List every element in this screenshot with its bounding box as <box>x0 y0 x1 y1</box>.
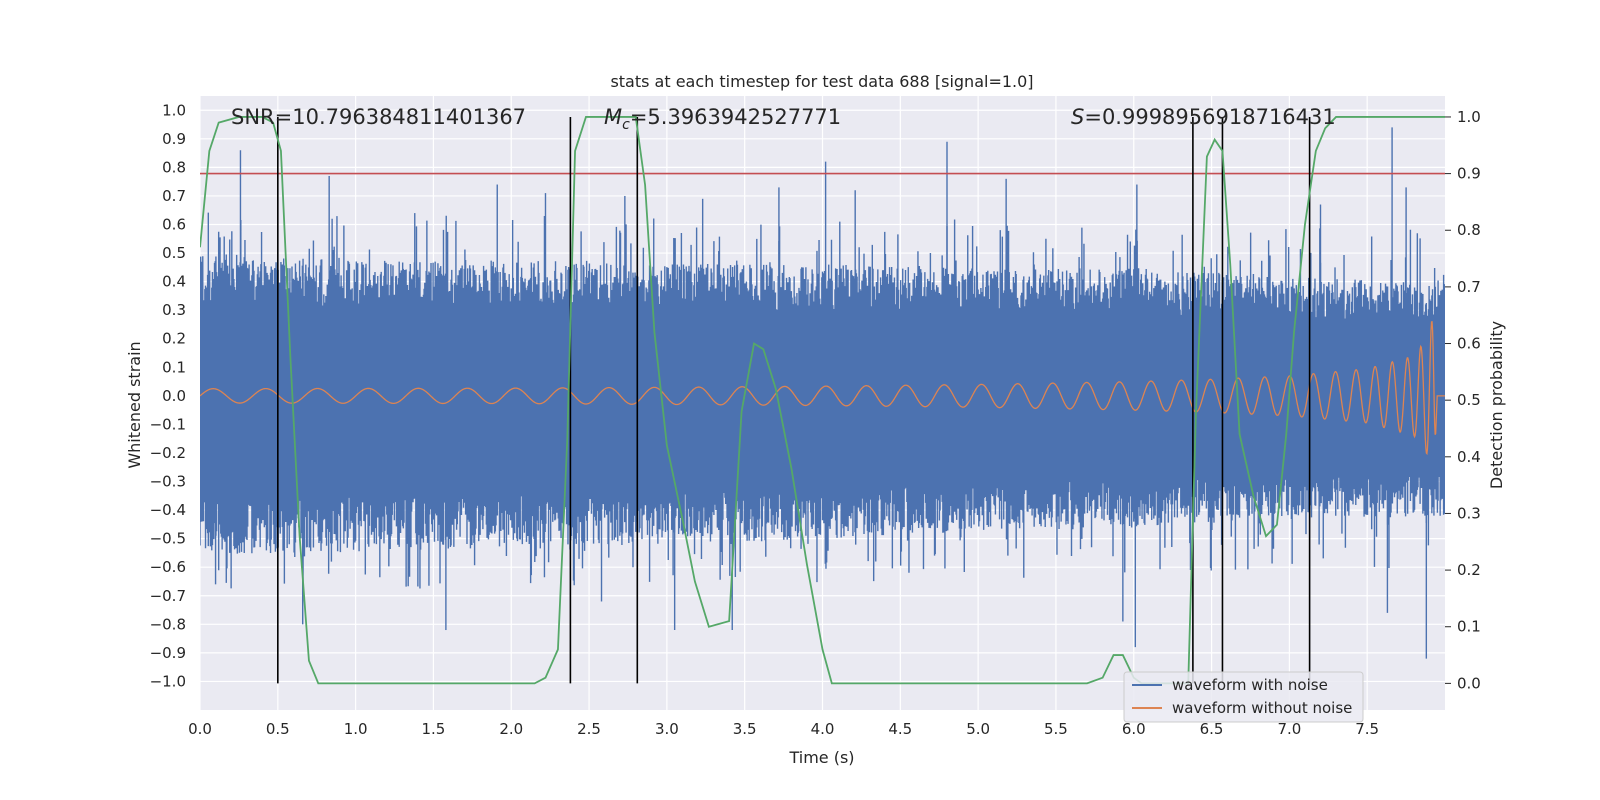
y2-tick-label-0: 1.0 <box>1457 108 1481 126</box>
x-tick-label-0: 0.0 <box>188 720 212 738</box>
x-tick-label-13: 6.5 <box>1200 720 1224 738</box>
y2-tick-label-6: 0.4 <box>1457 448 1481 466</box>
y-tick-labels: 1.0 0.9 0.8 0.7 0.6 0.5 0.4 0.3 0.2 0.1 0.0 −0.1 −0.… <box>150 101 186 690</box>
y2-tick-label-10: 0.0 <box>1457 674 1481 692</box>
y2-tick-label-3: 0.7 <box>1457 278 1481 296</box>
y-tick-label-2: 0.8 <box>162 158 186 176</box>
x-tick-label-4: 2.0 <box>499 720 523 738</box>
chart-title: stats at each timestep for test data 688… <box>610 72 1033 91</box>
x-tick-label-5: 2.5 <box>577 720 601 738</box>
stat-symbol: S <box>1071 105 1084 129</box>
x-tick-labels: 0.0 0.5 1.0 1.5 2.0 2.5 3.0 3.5 4.0 4.5 5.0 5.5 6.0 6… <box>188 720 1379 738</box>
y2-tick-label-9: 0.1 <box>1457 618 1481 636</box>
y2-tick-label-2: 0.8 <box>1457 221 1481 239</box>
detection-probability-line <box>200 116 1445 685</box>
x-tick-label-1: 0.5 <box>266 720 290 738</box>
y-axis-label: Whitened strain <box>125 341 144 468</box>
y2-axis-label: Detection probability <box>1487 321 1506 489</box>
y2-tick-label-8: 0.2 <box>1457 561 1481 579</box>
x-tick-label-6: 3.0 <box>655 720 679 738</box>
stat-value: =0.9998956918716431 <box>1084 105 1335 129</box>
x-tick-label-3: 1.5 <box>422 720 446 738</box>
legend-box <box>1123 671 1364 723</box>
y2-tick-labels: 1.0 0.9 0.8 0.7 0.6 0.5 0.4 0.3 0.2 0.1 0.0 <box>1445 108 1481 692</box>
x-tick-label-15: 7.5 <box>1355 720 1379 738</box>
y-tick-label-12: −0.2 <box>150 444 186 462</box>
x-tick-label-7: 3.5 <box>733 720 757 738</box>
y-tick-label-8: 0.2 <box>162 330 186 348</box>
chirp-mass-symbol: M <box>604 105 622 129</box>
y-tick-label-13: −0.3 <box>150 473 186 491</box>
y-tick-label-11: −0.1 <box>150 415 186 433</box>
y-tick-label-16: −0.6 <box>150 558 186 576</box>
x-tick-label-12: 6.0 <box>1122 720 1146 738</box>
y-tick-label-7: 0.3 <box>162 301 186 319</box>
x-tick-label-14: 7.0 <box>1277 720 1301 738</box>
y-tick-label-14: −0.4 <box>150 501 186 519</box>
y2-tick-label-1: 0.9 <box>1457 165 1481 183</box>
y2-tick-label-5: 0.5 <box>1457 391 1481 409</box>
legend-label-noisy: waveform with noise <box>1172 676 1328 694</box>
y-tick-label-9: 0.1 <box>162 358 186 376</box>
chirp-mass-value: =5.3963942527771 <box>630 105 841 129</box>
chirp-mass-annotation: Mc=5.3963942527771 <box>604 105 841 133</box>
snr-annotation: SNR=10.796384811401367 <box>231 105 526 129</box>
legend-label-clean: waveform without noise <box>1172 699 1352 717</box>
y-tick-label-20: −1.0 <box>150 672 186 690</box>
x-axis-label: Time (s) <box>788 748 854 767</box>
y2-tick-label-7: 0.3 <box>1457 504 1481 522</box>
legend: waveform with noise waveform without noi… <box>1123 671 1364 723</box>
y-tick-label-10: 0.0 <box>162 387 186 405</box>
y-tick-label-5: 0.5 <box>162 244 186 262</box>
x-tick-label-10: 5.0 <box>966 720 990 738</box>
y-tick-label-19: −0.9 <box>150 644 186 662</box>
x-tick-label-8: 4.0 <box>811 720 835 738</box>
clean-waveform-line <box>200 320 1445 456</box>
chirp-mass-subscript: c <box>622 117 630 133</box>
y-tick-label-17: −0.7 <box>150 587 186 605</box>
y-tick-label-0: 1.0 <box>162 101 186 119</box>
y-tick-label-18: −0.8 <box>150 615 186 633</box>
y-tick-label-3: 0.7 <box>162 187 186 205</box>
y-tick-label-1: 0.9 <box>162 130 186 148</box>
y-tick-label-4: 0.6 <box>162 216 186 234</box>
y-tick-label-15: −0.5 <box>150 530 186 548</box>
x-tick-label-9: 4.5 <box>888 720 912 738</box>
x-tick-label-11: 5.5 <box>1044 720 1068 738</box>
noisy-waveform-line <box>200 212 1445 589</box>
x-tick-label-2: 1.0 <box>344 720 368 738</box>
stat-annotation: S=0.9998956918716431 <box>1071 105 1336 129</box>
y-tick-label-6: 0.4 <box>162 273 186 291</box>
series-layer <box>200 116 1445 685</box>
y2-tick-label-4: 0.6 <box>1457 335 1481 353</box>
